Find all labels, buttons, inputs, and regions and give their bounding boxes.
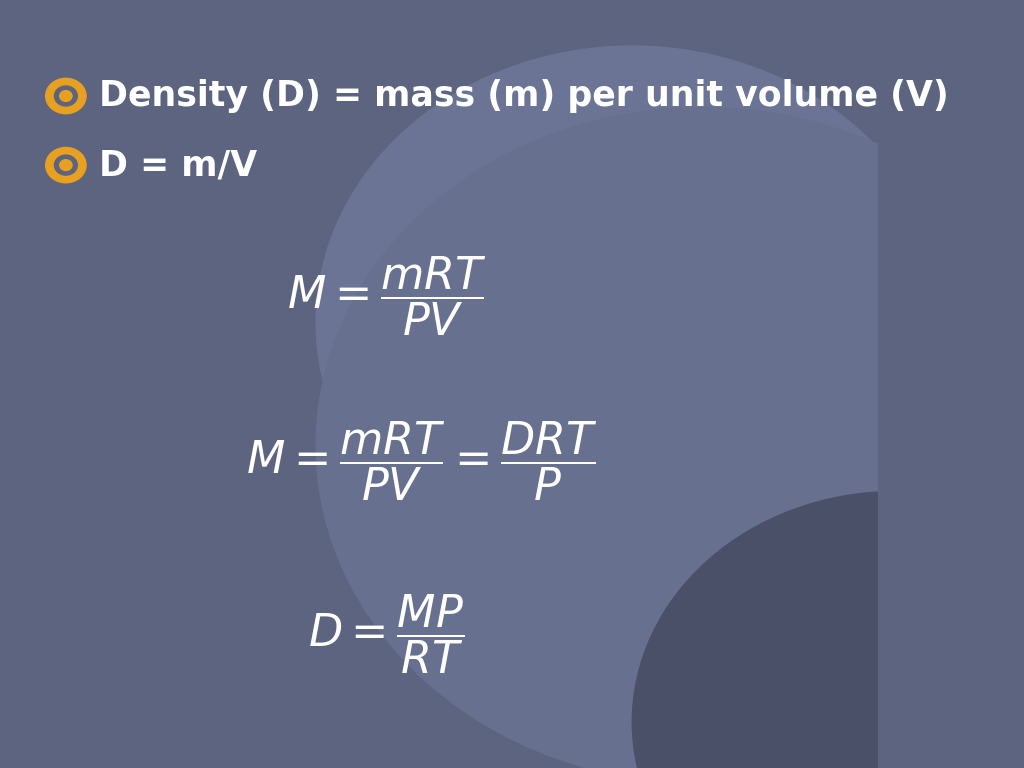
Text: $M = \dfrac{mRT}{PV}$: $M = \dfrac{mRT}{PV}$ <box>287 253 486 338</box>
Circle shape <box>59 160 72 170</box>
Circle shape <box>54 155 77 175</box>
Text: $D = \dfrac{MP}{RT}$: $D = \dfrac{MP}{RT}$ <box>308 591 465 676</box>
Circle shape <box>632 492 1024 768</box>
Circle shape <box>316 108 1024 768</box>
Circle shape <box>46 78 86 114</box>
Circle shape <box>46 147 86 183</box>
Circle shape <box>316 46 948 599</box>
Text: Density (D) = mass (m) per unit volume (V): Density (D) = mass (m) per unit volume (… <box>99 79 949 113</box>
Circle shape <box>54 86 77 106</box>
Text: $M = \dfrac{mRT}{PV} = \dfrac{DRT}{P}$: $M = \dfrac{mRT}{PV} = \dfrac{DRT}{P}$ <box>246 419 597 503</box>
Circle shape <box>59 91 72 101</box>
Text: D = m/V: D = m/V <box>99 148 257 182</box>
